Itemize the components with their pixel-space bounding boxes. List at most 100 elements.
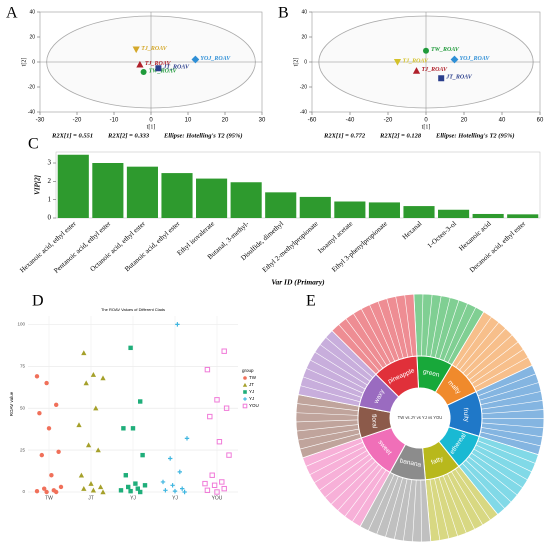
x-tick-label: -40 — [346, 118, 355, 124]
segment-label: fatty — [430, 455, 445, 466]
x-tick-label: 0 — [149, 118, 153, 124]
outer-divider — [481, 409, 544, 415]
point — [226, 452, 232, 458]
x-tick-label: YJ — [130, 495, 136, 501]
point — [204, 487, 211, 494]
bar — [472, 213, 504, 218]
bar — [126, 166, 158, 218]
outer-divider — [439, 300, 460, 360]
outer-divider — [385, 477, 403, 538]
outer-divider — [360, 308, 391, 364]
x-tick-label: -20 — [73, 118, 82, 124]
outer-divider — [309, 446, 366, 475]
point — [95, 447, 101, 453]
x-tick-label: Hexanoic acid — [457, 219, 493, 252]
outer-divider — [404, 294, 413, 357]
outer-divider — [319, 344, 371, 382]
chart-title: The ROAV Values of Different Clads — [101, 307, 165, 312]
outer-divider — [451, 471, 483, 526]
segment-label: fruity — [462, 408, 470, 423]
y-tick-label: -20 — [28, 84, 35, 90]
point — [423, 47, 429, 54]
point — [393, 59, 402, 66]
y-axis-label: t[2] — [21, 58, 27, 67]
point — [133, 481, 138, 486]
point — [168, 456, 173, 461]
point — [438, 75, 445, 82]
point — [136, 60, 144, 68]
point — [412, 67, 421, 74]
point-label: TJ_ROAV — [145, 61, 172, 67]
x-axis-label: Var ID (Primary) — [271, 278, 325, 287]
panel-label: B — [278, 5, 289, 22]
bar — [57, 154, 89, 218]
outer-divider — [345, 318, 384, 369]
point — [58, 484, 64, 490]
point-label: TJ_ROAV — [422, 67, 449, 73]
point — [44, 489, 49, 495]
x-tick-label: Hexanoic acid, ethyl ester — [18, 219, 78, 274]
plot-area — [55, 151, 541, 219]
point — [49, 473, 54, 478]
outer-divider — [434, 478, 450, 539]
point — [184, 436, 190, 441]
outer-divider — [438, 476, 458, 537]
x-tick-label: 60 — [537, 118, 544, 124]
bar — [334, 201, 366, 218]
legend-marker — [243, 376, 247, 380]
outer-divider — [314, 351, 368, 386]
point — [221, 485, 227, 492]
outer-divider — [353, 313, 387, 366]
y-tick-label: 0 — [32, 59, 35, 65]
center-hole — [391, 389, 449, 447]
x-tick-label: YJ — [172, 495, 178, 501]
y-tick-label: -20 — [300, 84, 307, 90]
point — [209, 472, 215, 478]
outer-divider — [459, 322, 500, 371]
center-text: TW vs JY vs YJ vs YOU — [398, 415, 443, 420]
outer-divider — [296, 403, 359, 412]
point-label: TJ_ROAV — [403, 58, 430, 64]
annotation: Ellipse: Hotelling's T2 (95%) — [163, 132, 243, 139]
outer-divider — [479, 382, 539, 401]
point — [138, 399, 143, 404]
y-tick-label: 40 — [29, 9, 35, 15]
outer-divider — [369, 304, 396, 362]
outer-divider — [471, 452, 523, 488]
point — [172, 488, 178, 494]
outer-divider — [429, 479, 441, 541]
point — [78, 472, 85, 478]
bar — [196, 178, 228, 218]
point — [450, 55, 459, 64]
outer-divider — [462, 328, 506, 374]
point — [138, 489, 143, 495]
outer-divider — [447, 307, 477, 363]
point — [204, 366, 211, 373]
point — [128, 345, 133, 351]
y-axis-label: t[2] — [293, 58, 299, 67]
x-tick-label: 30 — [259, 118, 266, 124]
y-tick-label: 3 — [48, 159, 52, 167]
outer-divider — [300, 385, 361, 403]
point — [83, 380, 89, 386]
segment-label: green — [422, 368, 440, 379]
outer-divider — [395, 296, 409, 358]
y-tick-label: -40 — [300, 109, 307, 115]
panel-label: A — [6, 5, 18, 22]
outer-divider — [296, 419, 359, 423]
outer-divider — [481, 422, 544, 429]
point — [140, 452, 145, 458]
x-tick-label: YOU — [212, 495, 223, 501]
y-tick-label: 0 — [22, 489, 25, 494]
point — [182, 489, 187, 495]
point — [175, 322, 180, 327]
x-axis-label: t[1] — [147, 124, 156, 130]
point — [160, 479, 166, 485]
bar — [92, 163, 124, 218]
outer-divider — [337, 464, 380, 511]
y-tick-label: 20 — [29, 34, 35, 40]
legend-marker — [242, 382, 248, 387]
point — [221, 348, 227, 354]
panel-label: C — [28, 136, 39, 153]
